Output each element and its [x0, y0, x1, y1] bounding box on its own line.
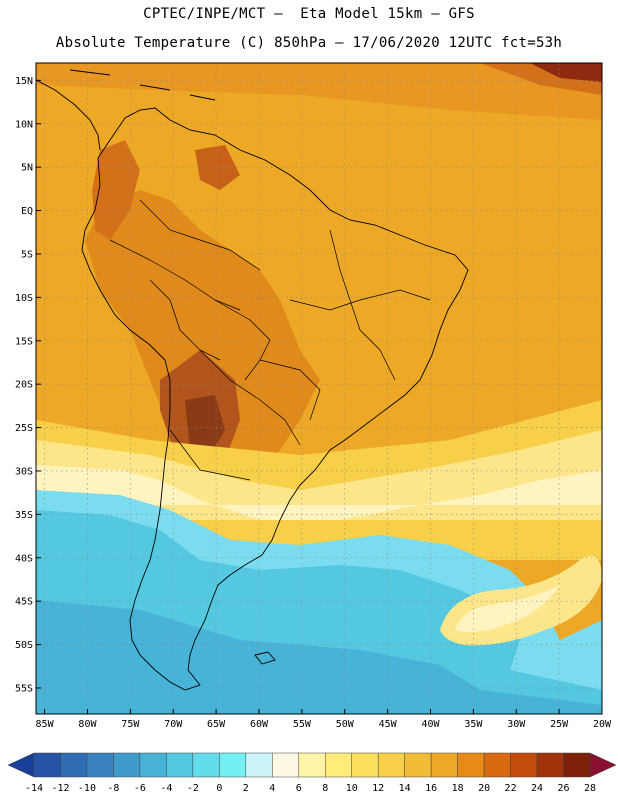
colorbar-swatch: [166, 753, 192, 777]
colorbar-swatch: [272, 753, 298, 777]
colorbar-label: 4: [269, 783, 275, 794]
colorbar-swatch: [537, 753, 563, 777]
lat-label: 20S: [15, 380, 33, 391]
colorbar-swatch: [405, 753, 431, 777]
colorbar: [8, 753, 616, 777]
lon-label: 55W: [293, 719, 312, 730]
colorbar-swatch: [34, 753, 60, 777]
lon-label: 25W: [550, 719, 569, 730]
lat-label: 10N: [15, 119, 33, 130]
lon-label: 75W: [121, 719, 140, 730]
colorbar-swatch: [246, 753, 272, 777]
colorbar-swatch: [113, 753, 139, 777]
colorbar-label: 28: [584, 783, 596, 794]
colorbar-swatch: [511, 753, 537, 777]
colorbar-swatch: [352, 753, 378, 777]
lat-label: 40S: [15, 553, 33, 564]
lat-label: 15S: [15, 336, 33, 347]
colorbar-swatch: [87, 753, 113, 777]
lat-label: 25S: [15, 423, 33, 434]
colorbar-label: -14: [25, 783, 43, 794]
colorbar-label: -2: [187, 783, 199, 794]
lon-label: 65W: [207, 719, 226, 730]
lat-label: 35S: [15, 510, 33, 521]
colorbar-max-triangle: [590, 753, 616, 777]
lat-label: EQ: [21, 206, 33, 217]
colorbar-label: 18: [452, 783, 464, 794]
lat-label: 10S: [15, 293, 33, 304]
colorbar-swatch: [431, 753, 457, 777]
colorbar-label: 0: [216, 783, 222, 794]
colorbar-swatch: [60, 753, 86, 777]
lon-label: 80W: [78, 719, 97, 730]
colorbar-label: 14: [399, 783, 411, 794]
temperature-map: 15N 10N 5N EQ 5S 10S 15S 20S 25S 30S 35S 40S 45S 50S 5…: [0, 0, 618, 800]
lon-label: 30W: [507, 719, 526, 730]
lat-label: 30S: [15, 466, 33, 477]
colorbar-swatch: [219, 753, 245, 777]
colorbar-label: 24: [531, 783, 543, 794]
colorbar-swatch: [140, 753, 166, 777]
colorbar-label: 16: [425, 783, 437, 794]
lat-label: 5S: [21, 249, 33, 260]
colorbar-swatch: [193, 753, 219, 777]
colorbar-label: -6: [134, 783, 146, 794]
lat-label: 50S: [15, 640, 33, 651]
lon-label: 45W: [379, 719, 398, 730]
colorbar-label: 10: [346, 783, 358, 794]
lat-label: 5N: [21, 163, 33, 174]
lon-label: 85W: [36, 719, 55, 730]
lon-label: 40W: [421, 719, 440, 730]
colorbar-label: 2: [243, 783, 249, 794]
colorbar-label: 8: [322, 783, 328, 794]
colorbar-label: -8: [107, 783, 119, 794]
colorbar-labels: -14 -12 -10 -8 -6 -4 -2 0 2 4 6 8 10 12 14 16 18 20 22 24 26…: [25, 783, 596, 794]
colorbar-label: 22: [505, 783, 517, 794]
colorbar-swatch: [299, 753, 325, 777]
colorbar-label: -10: [78, 783, 96, 794]
colorbar-swatch: [564, 753, 590, 777]
colorbar-label: 6: [296, 783, 302, 794]
lon-label: 35W: [464, 719, 483, 730]
colorbar-label: 20: [478, 783, 490, 794]
colorbar-swatch: [325, 753, 351, 777]
colorbar-min-triangle: [8, 753, 34, 777]
colorbar-label: 12: [372, 783, 384, 794]
lat-label: 55S: [15, 683, 33, 694]
colorbar-swatch: [484, 753, 510, 777]
colorbar-label: -12: [51, 783, 69, 794]
colorbar-label: -4: [160, 783, 172, 794]
lon-label: 70W: [164, 719, 183, 730]
temperature-field: [36, 63, 602, 714]
lon-label: 50W: [336, 719, 355, 730]
colorbar-swatch: [378, 753, 404, 777]
lat-label: 15N: [15, 76, 33, 87]
lon-label: 60W: [250, 719, 269, 730]
colorbar-label: 26: [558, 783, 570, 794]
lat-label: 45S: [15, 597, 33, 608]
lon-label: 20W: [593, 719, 612, 730]
colorbar-swatch: [458, 753, 484, 777]
